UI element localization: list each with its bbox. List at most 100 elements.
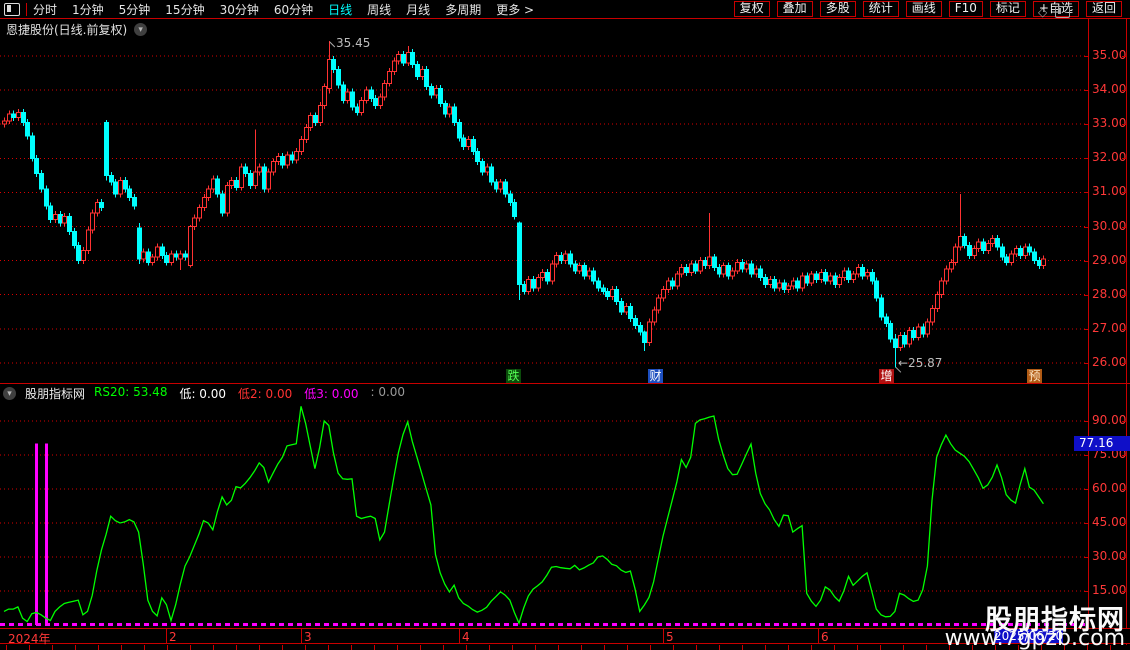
- chevron-down-icon[interactable]: ▾: [134, 23, 148, 36]
- minor-tick: [834, 645, 835, 650]
- minor-tick: [650, 645, 651, 650]
- price-axis-tick: [1084, 226, 1089, 228]
- minor-tick: [282, 645, 283, 650]
- period-item-5[interactable]: 60分钟: [273, 2, 314, 17]
- price-axis-label: 28.00: [1092, 286, 1127, 301]
- period-item-3[interactable]: 15分钟: [165, 2, 205, 17]
- price-axis-label: 32.00: [1092, 150, 1127, 165]
- minor-tick: [489, 645, 490, 650]
- indicator-chart-canvas[interactable]: [0, 403, 1088, 627]
- indicator-axis-tick: [1122, 557, 1127, 558]
- minor-tick: [328, 645, 329, 650]
- event-badge-2[interactable]: 增: [879, 369, 894, 383]
- price-axis-label: 27.00: [1092, 320, 1127, 335]
- layout-icon[interactable]: [4, 2, 20, 16]
- indicator-axis-tick: [1084, 421, 1089, 422]
- indicator-axis-tick: [1084, 591, 1089, 592]
- price-axis-tick: [1122, 158, 1127, 160]
- indicator-axis-label: 60.00: [1092, 481, 1127, 495]
- indicator-value-1: 低: 0.00: [179, 387, 227, 401]
- event-badge-3[interactable]: 预: [1027, 369, 1042, 383]
- price-axis-tick: [1122, 294, 1127, 296]
- price-axis-tick: [1084, 56, 1089, 57]
- minor-tick: [535, 645, 536, 650]
- date-axis[interactable]: 2024年 2 3 4 5 6: [0, 628, 1130, 646]
- price-axis-tick: [1122, 192, 1127, 194]
- diamond-icon[interactable]: ◇: [1038, 5, 1048, 19]
- minor-tick: [995, 645, 996, 650]
- indicator-axis-label: 90.00: [1092, 413, 1127, 427]
- date-axis-tick: [459, 629, 460, 644]
- minor-tick: [673, 645, 674, 650]
- indicator-axis-tick: [1122, 523, 1127, 524]
- chevron-down-icon[interactable]: ▾: [3, 387, 16, 400]
- indicator-axis-tick: [1084, 489, 1089, 490]
- indicator-value-0: RS20: 53.48: [94, 385, 168, 399]
- price-chart-canvas[interactable]: [0, 41, 1088, 383]
- minor-tick: [1064, 645, 1065, 650]
- indicator-header: ▾ 股朋指标网 RS20: 53.48 低: 0.00 低2: 0.00 低3: 0.…: [0, 385, 405, 402]
- minor-tick: [604, 645, 605, 650]
- minor-tick: [1110, 645, 1111, 650]
- minor-tick: [512, 645, 513, 650]
- watermark-url: www.7gpzb.com: [944, 626, 1125, 650]
- toolbar-btn-3[interactable]: 统计: [862, 1, 899, 17]
- price-axis-tick: [1122, 56, 1127, 57]
- toolbar-btn-2[interactable]: 多股: [819, 1, 856, 17]
- price-axis-label: 26.00: [1092, 354, 1127, 369]
- toolbar-btn-4[interactable]: 画线: [905, 1, 942, 17]
- minor-tick: [351, 645, 352, 650]
- toolbar-btn-6[interactable]: 标记: [989, 1, 1026, 17]
- minor-tick: [719, 645, 720, 650]
- minor-tick: [903, 645, 904, 650]
- menu-divider: [26, 2, 27, 16]
- price-axis-tick: [1084, 362, 1089, 364]
- period-item-7[interactable]: 周线: [367, 2, 392, 17]
- period-item-2[interactable]: 5分钟: [118, 2, 151, 17]
- toolbar-btn-1[interactable]: 叠加: [776, 1, 813, 17]
- minor-tick: [857, 645, 858, 650]
- period-item-10[interactable]: 更多 >: [496, 2, 535, 17]
- indicator-axis-tick: [1122, 455, 1127, 456]
- period-item-8[interactable]: 月线: [406, 2, 431, 17]
- period-item-6[interactable]: 日线: [328, 2, 353, 17]
- menubar: 分时 1分钟 5分钟 15分钟 30分钟 60分钟 日线 周线 月线 多周期 更多 > 复权 叠加 多股…: [0, 0, 1130, 19]
- event-badge-1[interactable]: 财: [648, 369, 663, 383]
- price-axis-tick: [1084, 90, 1089, 92]
- minor-tick: [880, 645, 881, 650]
- minor-tick: [236, 645, 237, 650]
- current-date-tag: 2025/06/20: [994, 629, 1064, 643]
- minor-tick: [190, 645, 191, 650]
- period-item-9[interactable]: 多周期: [445, 2, 482, 17]
- date-axis-tick: [301, 629, 302, 644]
- minor-tick: [627, 645, 628, 650]
- price-annotation-0: 35.45: [336, 36, 371, 50]
- date-axis-label-2: 3: [304, 630, 312, 644]
- price-axis-tick: [1122, 226, 1127, 228]
- period-item-1[interactable]: 1分钟: [72, 2, 104, 17]
- window-split-icon[interactable]: [1055, 6, 1071, 18]
- indicator-axis-label: 15.00: [1092, 583, 1127, 597]
- minor-tick: [811, 645, 812, 650]
- minor-tick: [397, 645, 398, 650]
- date-axis-label-3: 4: [462, 630, 470, 644]
- indicator-axis-tick: [1084, 523, 1089, 524]
- minor-tick: [466, 645, 467, 650]
- date-axis-label-0: 2024年: [8, 632, 51, 646]
- minor-tick: [972, 645, 973, 650]
- date-axis-label-1: 2: [169, 630, 177, 644]
- minor-tick: [121, 645, 122, 650]
- minor-tick: [742, 645, 743, 650]
- price-axis-tick: [1084, 192, 1089, 194]
- period-item-0[interactable]: 分时: [33, 2, 58, 17]
- event-badge-0[interactable]: 跌: [506, 369, 521, 383]
- watermark-site-name: 股朋指标网: [985, 605, 1125, 636]
- minor-tick: [213, 645, 214, 650]
- minor-tick: [6, 645, 7, 650]
- toolbar-btn-0[interactable]: 复权: [733, 1, 770, 17]
- axis-border-inner: [1088, 19, 1089, 644]
- toolbar-btn-5[interactable]: F10: [948, 1, 983, 17]
- date-axis-tick: [166, 629, 167, 644]
- period-item-4[interactable]: 30分钟: [219, 2, 259, 17]
- toolbar-btn-8[interactable]: 返回: [1085, 1, 1122, 17]
